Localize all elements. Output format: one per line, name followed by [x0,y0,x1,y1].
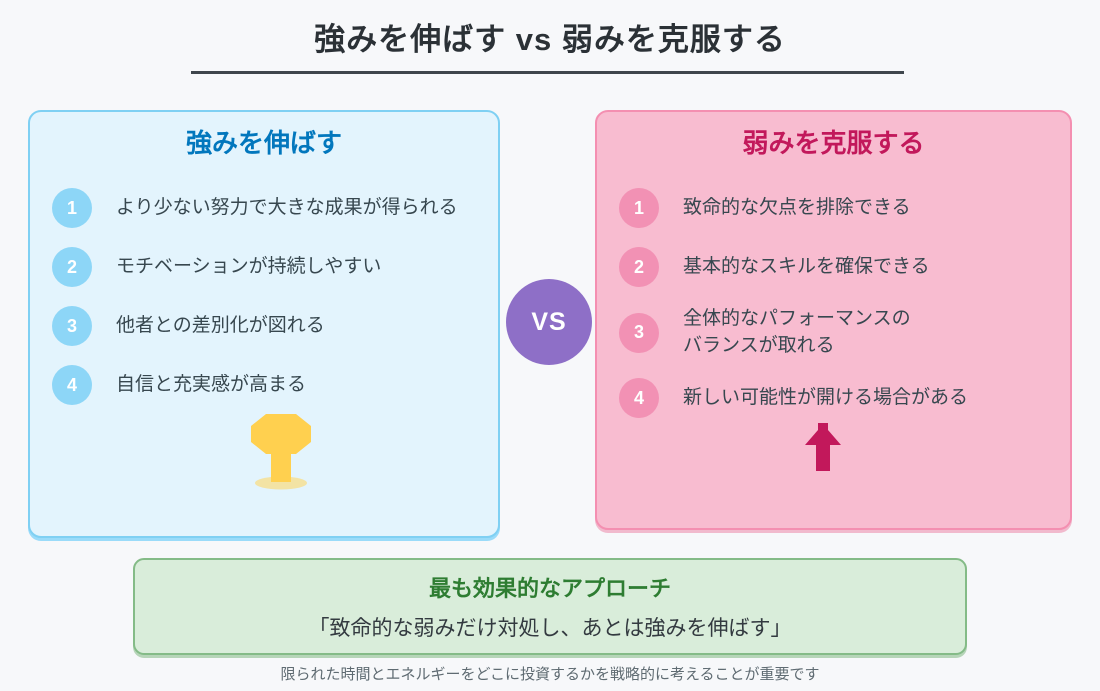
list-item-text: 基本的なスキルを確保できる [683,255,930,277]
list-item-text: 自信と充実感が高まる [116,373,307,395]
list-item: 3 他者との差別化が図れる [30,306,498,346]
list-item-text: より少ない努力で大きな成果が得られる [116,196,458,218]
number-badge: 2 [52,247,92,287]
footer-note: 限られた時間とエネルギーをどこに投資するかを戦略的に考えることが重要です [280,666,820,683]
list-item: 2 基本的なスキルを確保できる [597,247,1070,287]
weaknesses-panel-title: 弱みを克服する [742,128,925,158]
trophy-icon [249,414,313,495]
weaknesses-panel: 弱みを克服する 1 致命的な欠点を排除できる 2 基本的なスキルを確保できる 3… [595,110,1072,530]
strengths-panel-title: 強みを伸ばす [185,128,342,158]
up-arrow-icon [803,423,843,476]
strengths-panel: 強みを伸ばす 1 より少ない努力で大きな成果が得られる 2 モチベーションが持続… [28,110,500,538]
number-badge: 4 [52,365,92,405]
number-badge: 4 [619,378,659,419]
number-badge: 1 [52,188,92,228]
list-item: 4 新しい可能性が開ける場合がある [597,378,1070,419]
list-item: 1 致命的な欠点を排除できる [597,188,1070,228]
number-badge: 1 [619,188,659,228]
list-item-text: 新しい可能性が開ける場合がある [683,386,969,408]
conclusion-heading: 最も効果的なアプローチ [428,576,671,601]
page-title: 強みを伸ばす vs 弱みを克服する [314,22,786,57]
number-badge: 3 [619,312,659,353]
list-item: 3 全体的なパフォーマンスの バランスが取れる [597,306,1070,359]
number-badge: 2 [619,247,659,287]
strengths-item-list: 1 より少ない努力で大きな成果が得られる 2 モチベーションが持続しやすい 3 … [30,188,498,405]
list-item-text: 致命的な欠点を排除できる [683,196,911,218]
list-item: 1 より少ない努力で大きな成果が得られる [30,188,498,228]
list-item-text: モチベーションが持続しやすい [116,255,382,277]
list-item-text: 全体的なパフォーマンスの バランスが取れる [683,308,911,356]
number-badge: 3 [52,306,92,346]
weaknesses-item-list: 1 致命的な欠点を排除できる 2 基本的なスキルを確保できる 3 全体的なパフォ… [597,188,1070,419]
vs-badge: VS [506,279,592,365]
list-item: 2 モチベーションが持続しやすい [30,247,498,287]
title-underline [191,71,904,74]
list-item-text: 他者との差別化が図れる [116,314,325,336]
conclusion-quote: 「致命的な弱みだけ対処し、あとは強みを伸ばす」 [308,617,792,640]
conclusion-box: 最も効果的なアプローチ 「致命的な弱みだけ対処し、あとは強みを伸ばす」 [133,558,967,655]
list-item: 4 自信と充実感が高まる [30,365,498,405]
